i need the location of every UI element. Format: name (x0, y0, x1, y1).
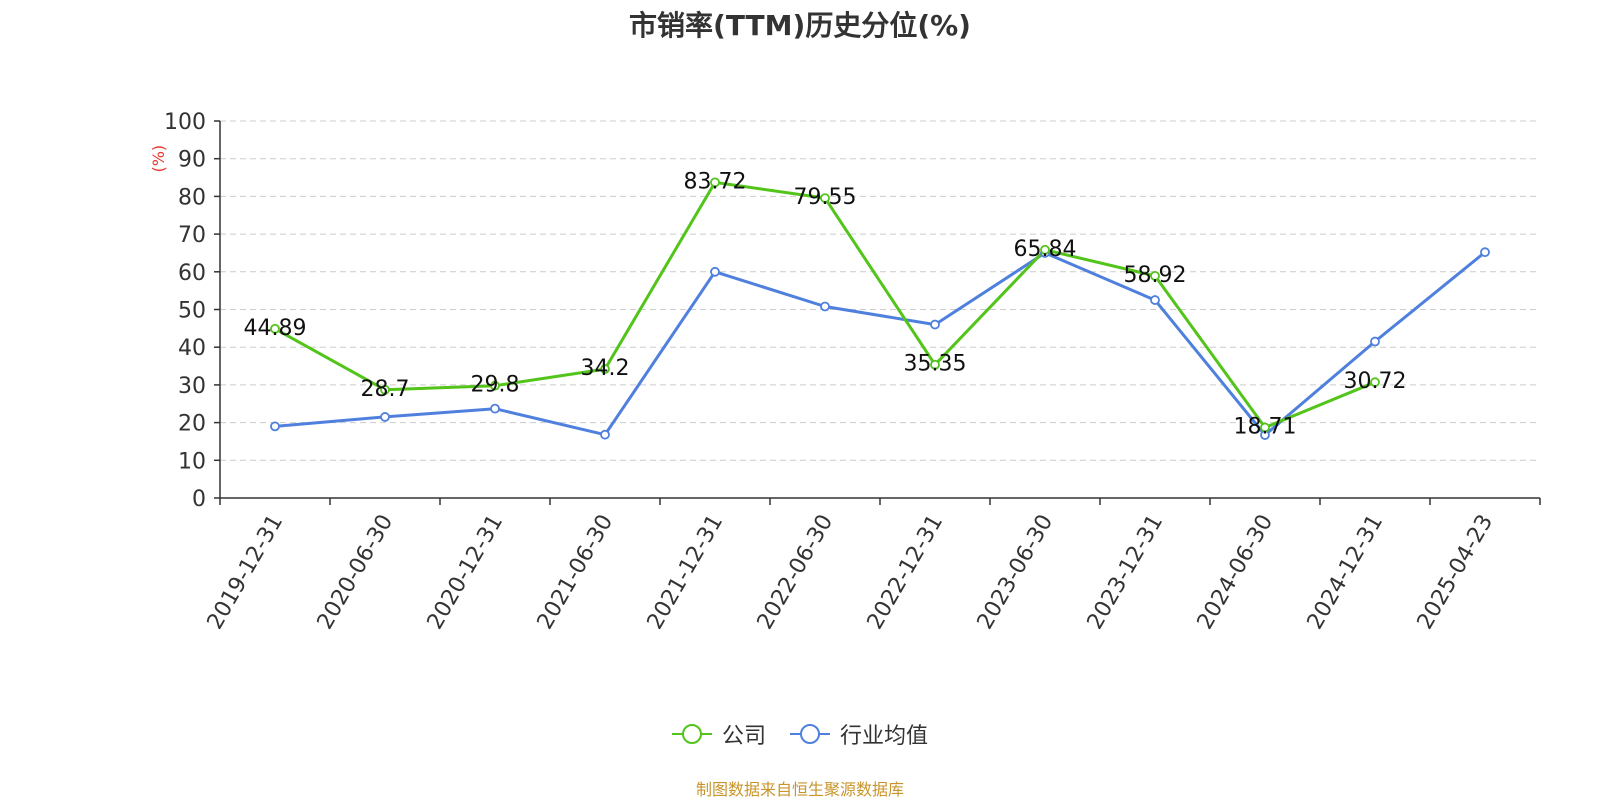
x-tick-label: 2019-12-31 (203, 511, 289, 634)
data-point[interactable] (270, 323, 280, 334)
y-tick-label: 100 (164, 110, 206, 135)
grid-lines (220, 120, 1540, 461)
x-tick-label: 2021-06-30 (533, 511, 619, 634)
data-point[interactable] (380, 384, 390, 395)
y-tick-label: 70 (178, 223, 206, 248)
data-label: 18.71 (1234, 414, 1297, 439)
data-point[interactable] (600, 429, 610, 440)
data-label: 30.72 (1344, 369, 1407, 394)
x-tick-label: 2023-06-30 (973, 511, 1059, 634)
data-point[interactable] (1150, 270, 1160, 281)
y-tick-label: 20 (178, 412, 206, 437)
data-point[interactable] (1370, 336, 1380, 347)
data-points (270, 177, 1490, 440)
legend: 公司 行业均值 (0, 718, 1600, 750)
data-point[interactable] (600, 364, 610, 374)
data-label: 29.8 (471, 373, 520, 398)
x-tick-label: 2024-06-30 (1193, 511, 1279, 634)
data-point[interactable] (930, 359, 940, 370)
y-tick-label: 40 (178, 336, 206, 361)
chart-title: 市销率(TTM)历史分位(%) (629, 9, 971, 42)
legend-item-industry-average[interactable]: 行业均值 (790, 718, 928, 750)
data-point[interactable] (1260, 422, 1270, 433)
data-point[interactable] (820, 193, 830, 203)
data-point[interactable] (270, 421, 280, 432)
data-point[interactable] (1150, 295, 1160, 305)
y-tick-label: 50 (178, 299, 206, 324)
data-label: 58.92 (1124, 263, 1187, 288)
data-label: 79.55 (794, 185, 857, 210)
data-point[interactable] (490, 403, 500, 414)
x-tick-label: 2025-04-23 (1413, 511, 1499, 634)
legend-label-industry-average: 行业均值 (840, 724, 929, 749)
y-tick-label: 80 (178, 185, 206, 210)
y-tick-label: 30 (178, 374, 206, 399)
data-point[interactable] (380, 412, 390, 422)
y-tick-label: 90 (178, 148, 206, 173)
x-tick-label: 2022-12-31 (863, 511, 949, 634)
legend-line-marker-company (671, 724, 712, 744)
data-point[interactable] (1370, 377, 1380, 388)
series-lines (274, 180, 1486, 437)
x-tick-label: 2020-06-30 (313, 511, 399, 634)
data-point[interactable] (1040, 244, 1050, 255)
data-label: 34.2 (581, 356, 630, 381)
data-point[interactable] (710, 177, 720, 188)
x-tick-label: 2020-12-31 (423, 511, 509, 634)
data-label: 44.89 (244, 316, 307, 341)
x-tick-label: 2022-06-30 (753, 511, 839, 634)
x-tick-label: 2024-12-31 (1303, 511, 1389, 634)
legend-line-marker-industry (790, 724, 830, 744)
data-point[interactable] (1480, 247, 1490, 258)
data-label: 65.84 (1014, 237, 1077, 262)
x-tick-label: 2023-12-31 (1083, 511, 1169, 634)
y-tick-label: 10 (178, 449, 206, 474)
x-tick-label: 2021-12-31 (643, 511, 729, 634)
y-tick-label: 0 (192, 487, 206, 512)
source-note: 制图数据来自恒生聚源数据库 (695, 780, 904, 799)
data-point[interactable] (930, 319, 940, 330)
data-label: 83.72 (684, 169, 747, 194)
data-labels: 44.89 28.7 29.8 34.2 83.72 79.55 35.35 65.84 58.… (244, 169, 1407, 439)
data-point[interactable] (710, 266, 720, 277)
data-point[interactable] (820, 301, 830, 312)
legend-label-company: 公司 (721, 724, 766, 749)
y-axis-label: (%) (149, 145, 168, 173)
legend-item-company[interactable]: 公司 (671, 718, 766, 750)
data-label: 28.7 (361, 377, 410, 402)
data-point[interactable] (490, 380, 500, 391)
data-label: 35.35 (904, 352, 967, 377)
y-tick-label: 60 (178, 261, 206, 286)
